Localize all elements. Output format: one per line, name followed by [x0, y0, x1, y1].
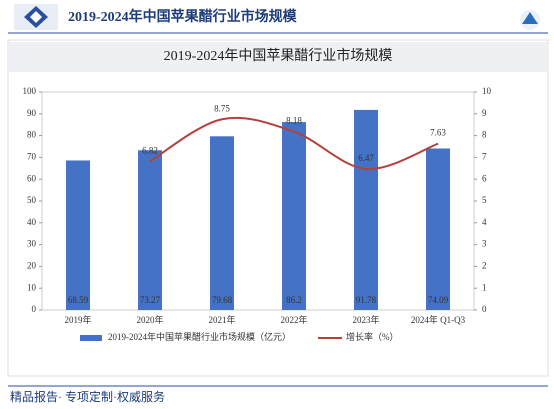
y-tick-label: 80	[27, 130, 37, 140]
y-tick-label: 70	[27, 151, 37, 161]
x-tick-label: 2023年	[352, 314, 379, 325]
line-value-label: 8.75	[214, 103, 230, 113]
line-value-label: 8.18	[286, 116, 302, 126]
y-tick-label: 0	[32, 304, 37, 314]
y2-tick-label: 1	[482, 282, 487, 292]
y-tick-label: 100	[23, 86, 37, 96]
chart-title: 2019-2024年中国苹果醋行业市场规模	[164, 47, 393, 64]
growth-line	[149, 116, 439, 170]
header-title: 2019-2024年中国苹果醋行业市场规模	[68, 8, 298, 25]
header-icon	[14, 4, 58, 30]
x-tick-label: 2020年	[136, 314, 163, 325]
y2-tick-label: 10	[482, 86, 492, 96]
y2-tick-label: 4	[482, 217, 487, 227]
y-tick-label: 90	[27, 108, 37, 118]
bar	[138, 150, 162, 310]
y2-tick-label: 5	[482, 195, 487, 205]
legend-label: 增长率（%）	[346, 331, 399, 342]
footer-text: 精品报告· 专项定制·权威服务	[10, 389, 165, 404]
y-tick-label: 50	[27, 195, 37, 205]
chart-frame	[7, 39, 549, 377]
bar-value-label: 73.27	[140, 295, 161, 305]
y-tick-label: 10	[27, 282, 37, 292]
y2-tick-label: 3	[482, 239, 487, 249]
x-tick-label: 2021年	[208, 314, 235, 325]
bar	[210, 136, 234, 310]
x-tick-label: 2022年	[280, 314, 307, 325]
bar	[282, 122, 306, 310]
bar-value-label: 68.59	[68, 295, 89, 305]
bar	[354, 109, 378, 310]
y2-tick-label: 2	[482, 260, 487, 270]
bar-value-label: 91.78	[356, 295, 377, 305]
line-value-label: 6.47	[358, 153, 374, 163]
y-tick-label: 60	[27, 173, 37, 183]
y2-tick-label: 8	[482, 130, 487, 140]
y2-tick-label: 0	[482, 304, 487, 314]
y-tick-label: 40	[27, 217, 37, 227]
y2-tick-label: 9	[482, 108, 487, 118]
line-value-label: 6.82	[142, 145, 158, 155]
bar	[426, 148, 450, 310]
bar-value-label: 86.2	[286, 295, 302, 305]
y2-tick-label: 7	[482, 151, 487, 161]
bar-value-label: 79.68	[212, 295, 233, 305]
logo	[520, 10, 540, 30]
bar-value-label: 74.09	[428, 295, 449, 305]
bar	[66, 160, 90, 310]
y2-tick-label: 6	[482, 173, 487, 183]
legend-label: 2019-2024年中国苹果醋行业市场规模（亿元）	[108, 331, 291, 342]
y-tick-label: 20	[27, 260, 37, 270]
legend-swatch	[80, 335, 102, 341]
chart-title-box	[8, 42, 548, 72]
y-tick-label: 30	[27, 239, 37, 249]
x-tick-label: 2024年 Q1-Q3	[411, 314, 466, 325]
x-tick-label: 2019年	[64, 314, 91, 325]
line-value-label: 7.63	[430, 128, 446, 138]
